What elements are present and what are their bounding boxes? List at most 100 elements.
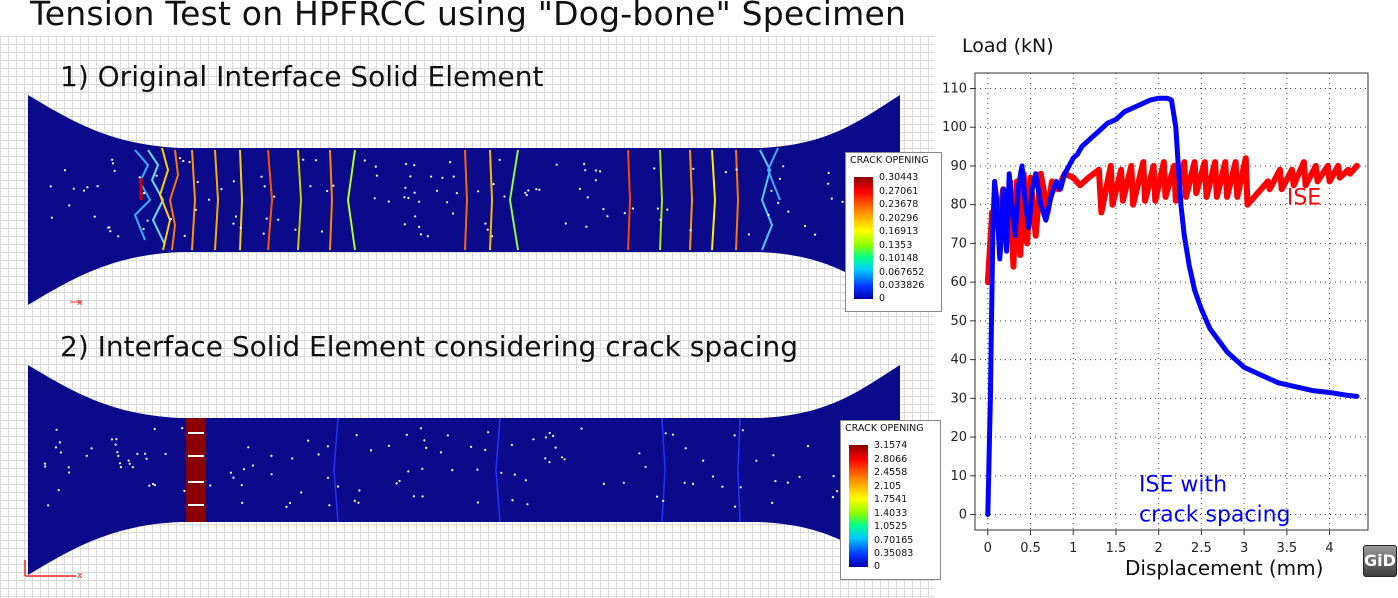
specimen-2-body (28, 365, 900, 575)
mesh-node (178, 157, 182, 160)
mesh-node (689, 229, 692, 232)
mesh-node (841, 200, 844, 203)
mesh-node (374, 165, 377, 168)
mesh-node (684, 447, 687, 450)
specimen-1-cracks (133, 147, 781, 251)
mesh-node (153, 484, 156, 487)
mesh-node (242, 468, 246, 471)
mesh-node (229, 471, 232, 474)
page-title: Tension Test on HPFRCC using "Dog-bone" … (30, 0, 907, 33)
mesh-node (90, 447, 93, 450)
mesh-node (671, 433, 675, 436)
mesh-node (500, 471, 503, 474)
mesh-node (594, 179, 598, 182)
mesh-node (513, 473, 516, 476)
y-tick-label: 70 (950, 236, 967, 251)
mesh-node (142, 192, 146, 195)
mesh-node (307, 439, 310, 442)
mesh-node (262, 232, 265, 235)
mesh-node (58, 441, 62, 444)
mesh-node (273, 195, 276, 198)
mesh-node (527, 189, 530, 192)
mesh-node (265, 217, 268, 220)
legend-value: 0.10148 (879, 253, 919, 264)
mesh-node (67, 466, 70, 469)
mesh-node (594, 169, 598, 172)
mesh-node (560, 456, 564, 459)
x-tick-label: 4 (1325, 541, 1333, 556)
mesh-node (309, 185, 312, 188)
mesh-node (50, 216, 54, 219)
mesh-node (232, 476, 235, 479)
mesh-node (288, 501, 292, 505)
legend-value: 0.27061 (879, 185, 919, 197)
y-tick-label: 30 (950, 391, 967, 406)
mesh-node (666, 208, 669, 211)
mesh-node (414, 215, 417, 218)
mesh-node (702, 459, 705, 462)
mesh-node (772, 454, 775, 457)
mesh-node (111, 158, 114, 161)
mesh-node (68, 471, 71, 474)
mesh-node (270, 473, 273, 476)
mesh-node (326, 189, 329, 193)
legend-value: 0.16913 (879, 226, 919, 237)
mesh-node (194, 208, 197, 211)
mesh-node (300, 491, 303, 494)
mesh-node (152, 482, 155, 486)
mesh-node (803, 224, 807, 228)
x-tick-label: 1 (1069, 541, 1077, 556)
mesh-node (326, 445, 329, 448)
mesh-node (93, 215, 96, 218)
mesh-node (111, 162, 115, 165)
mesh-node (484, 222, 487, 225)
mesh-node (55, 428, 58, 431)
mesh-node (552, 434, 555, 437)
mesh-node (585, 225, 588, 228)
x-tick-label: 2 (1155, 541, 1163, 556)
panel1-label: 1) Original Interface Solid Element (60, 60, 544, 93)
series-label: ISE with (1139, 472, 1227, 497)
mesh-node (484, 448, 487, 452)
x-tick-label: 0.5 (1020, 541, 1041, 556)
mesh-node (487, 431, 490, 434)
mesh-node (548, 431, 551, 435)
mesh-node (525, 194, 528, 197)
mesh-node (767, 213, 770, 217)
legend-crack-opening-2: CRACK OPENING 3.1574 2.8066 2.4558 2.105… (840, 420, 941, 580)
mesh-node (294, 228, 297, 231)
mesh-node (524, 191, 527, 194)
mesh-node (144, 452, 147, 455)
mesh-node (117, 454, 120, 457)
svg-text:x: x (77, 298, 83, 308)
mesh-node (169, 218, 172, 221)
mesh-node (398, 479, 401, 483)
mesh-node (554, 446, 557, 449)
mesh-node (96, 185, 99, 188)
mesh-node (441, 176, 444, 179)
mesh-node (631, 207, 635, 210)
series-label: ISE (1287, 186, 1321, 211)
mesh-node (827, 182, 830, 185)
legend-value: 0 (879, 293, 886, 304)
mesh-node (831, 496, 835, 499)
legend-colorbar (854, 177, 873, 299)
mesh-node (439, 451, 442, 454)
load-displacement-chart: 0 0.5 1 1.5 2 2.5 3 3.5 401020304050607080901001… (942, 35, 1369, 580)
legend-value: 0.70165 (874, 534, 914, 546)
mesh-node (369, 449, 373, 452)
mesh-node (375, 174, 379, 177)
mesh-node (142, 227, 145, 231)
legend-value: 0.067652 (879, 266, 925, 278)
mesh-node (418, 225, 421, 228)
mesh-node (733, 434, 736, 437)
mesh-node (535, 188, 538, 191)
mesh-node (232, 222, 235, 225)
mesh-node (336, 485, 340, 488)
mesh-node (827, 171, 830, 174)
mesh-node (234, 215, 237, 218)
mesh-node (44, 465, 47, 468)
mesh-node (128, 462, 131, 465)
mesh-node (138, 176, 141, 179)
mesh-node (830, 197, 833, 200)
